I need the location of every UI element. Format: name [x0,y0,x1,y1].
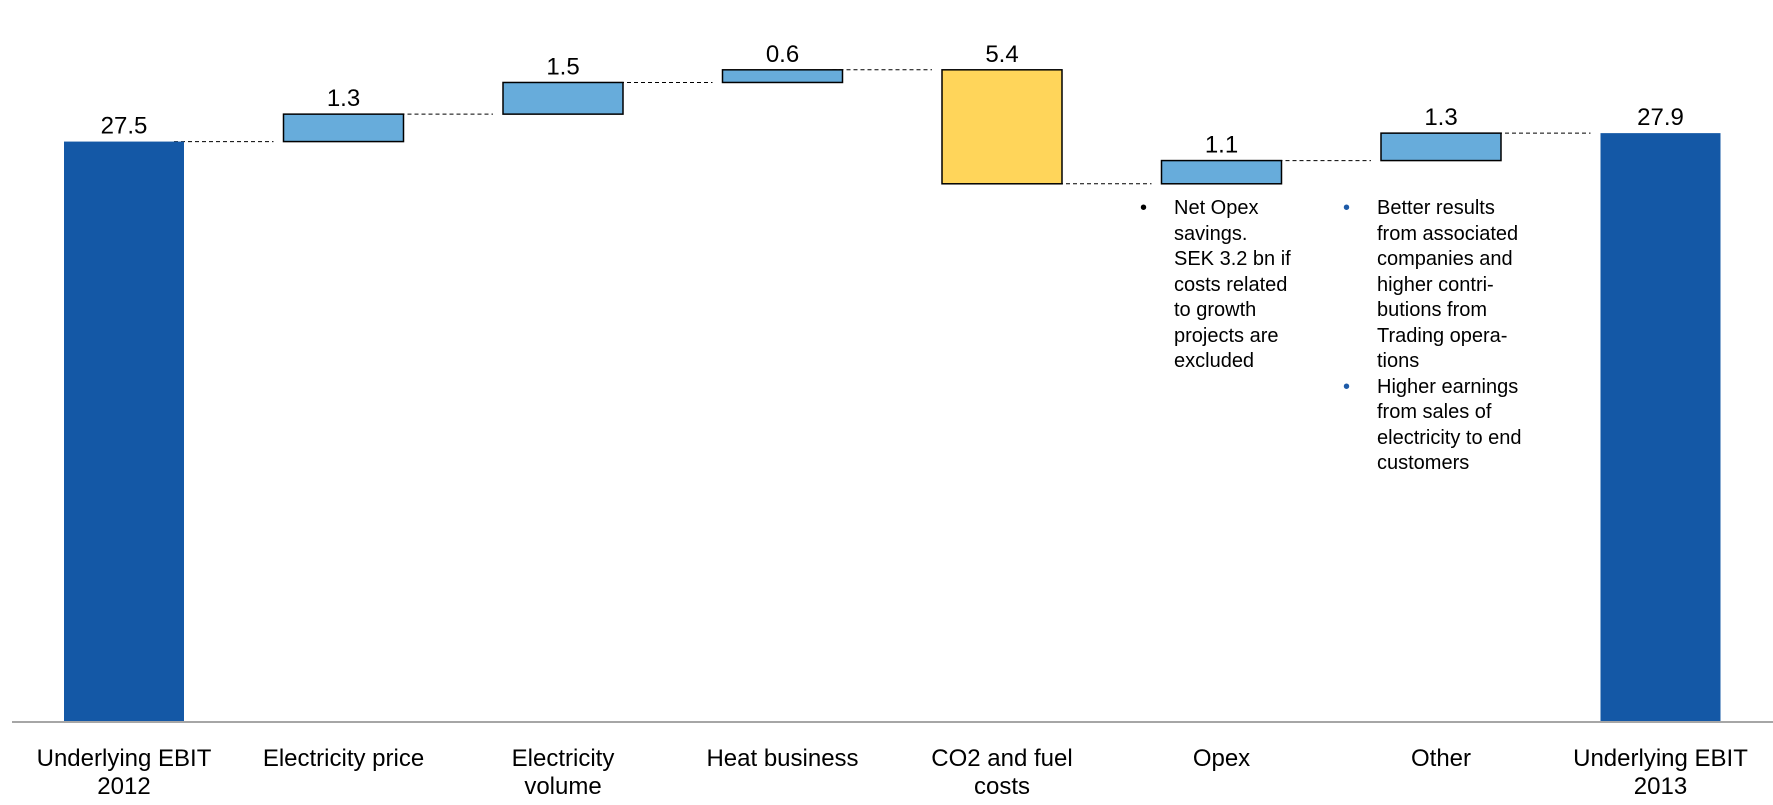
value-label-2: 1.3 [327,85,360,112]
value-label-5: 5.4 [985,41,1018,68]
value-label-7: 1.3 [1424,104,1457,131]
bar-2 [282,113,405,143]
other-note-text: Higher earnings from sales of electricit… [1377,375,1522,475]
other-note-text: Better results from associated companies… [1377,197,1519,372]
category-label-1: Underlying EBIT 2012 [36,745,212,800]
bar-6 [1160,159,1283,185]
bullet-icon: • [1343,375,1351,398]
opex-note-item-1: • Net Opex savings. SEK 3.2 bn if costs r… [1136,196,1306,375]
category-label-3: Electricity volume [511,745,615,800]
bar-7 [1380,132,1502,162]
bullet-icon: • [1140,197,1148,219]
bar-4 [721,69,844,84]
bar-8 [1600,133,1721,722]
category-label-5: CO2 and fuel costs [931,745,1073,800]
category-label-8: Underlying EBIT 2013 [1573,745,1748,800]
bar-3 [502,81,624,115]
other-note-item-2: • Higher earnings from sales of electrici… [1339,375,1549,477]
other-note: • Better results from associated companie… [1339,196,1549,477]
bars [64,69,1721,723]
value-labels: 27.5 1.3 1.5 0.6 5.4 1.1 1.3 27.9 [101,41,1684,159]
value-label-6: 1.1 [1205,132,1238,159]
category-label-4: Heat business [706,745,859,772]
bar-1 [64,141,184,723]
bullet-icon: • [1343,197,1351,219]
category-label-7: Other [1410,745,1472,772]
opex-note-text: Net Opex savings. SEK 3.2 bn if costs re… [1174,197,1291,372]
category-label-2: Electricity price [262,745,425,772]
category-label-6: Opex [1192,745,1251,772]
value-label-1: 27.5 [101,113,148,140]
connector-lines [174,69,1591,185]
value-label-8: 27.9 [1637,104,1684,131]
other-note-item-1: • Better results from associated companie… [1339,196,1549,375]
value-label-3: 1.5 [546,53,579,80]
opex-note: • Net Opex savings. SEK 3.2 bn if costs r… [1136,196,1306,375]
bar-5 [941,69,1063,185]
value-label-4: 0.6 [766,41,799,68]
